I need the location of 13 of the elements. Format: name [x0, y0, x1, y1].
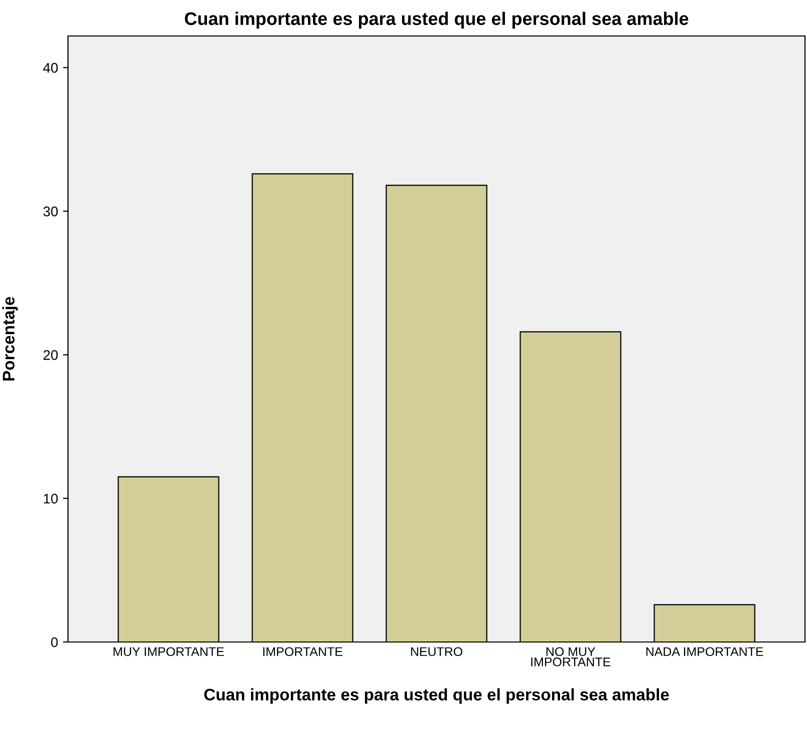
y-axis-title: Porcentaje: [2, 296, 18, 380]
y-tick-label: 30: [43, 206, 58, 216]
x-tick-label: IMPORTANTE: [263, 647, 342, 656]
y-tick-label: 40: [43, 62, 58, 73]
y-tick-label: 0: [51, 637, 58, 648]
x-tick-label: MUY IMPORTANTE: [114, 647, 224, 656]
x-axis-title: Cuan importante es para usted que el personal sea amable: [204, 688, 669, 704]
y-tick-label: 20: [44, 350, 58, 360]
x-tick-label: NO MUY IMPORTANTE: [531, 647, 610, 666]
x-tick-label: NADA IMPORTANTE: [646, 647, 764, 656]
x-tick-label: NEUTRO: [411, 647, 462, 656]
y-tick-label: 10: [44, 494, 58, 504]
chart-title: Cuan importante es para usted que el personal sea amable: [184, 12, 688, 29]
